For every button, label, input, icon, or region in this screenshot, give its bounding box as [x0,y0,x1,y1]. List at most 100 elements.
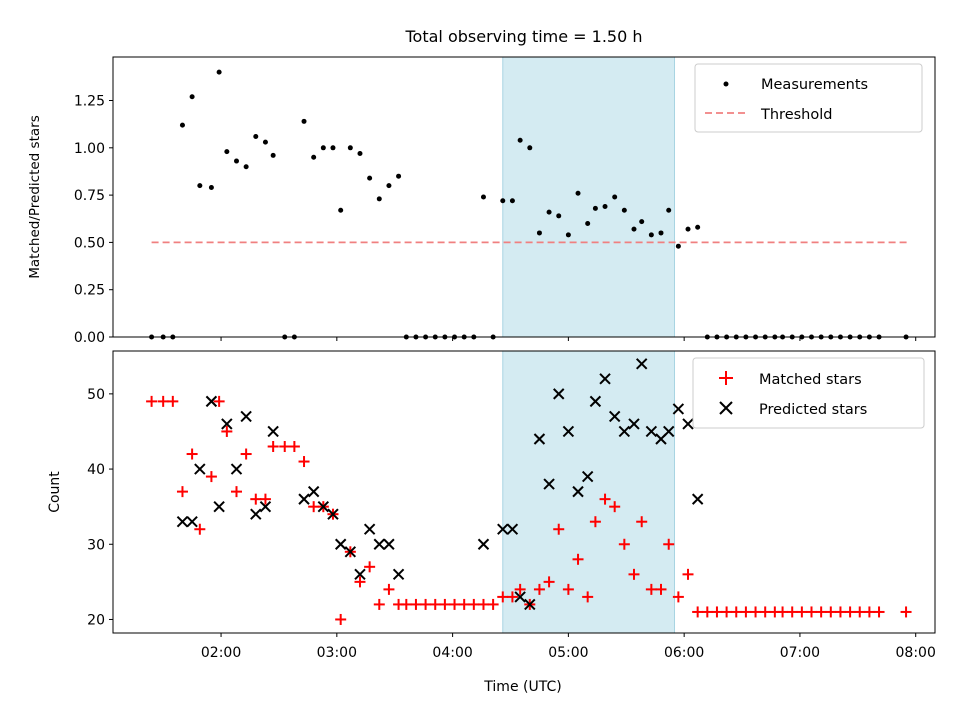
matched-star-point [721,606,733,618]
matched-star-point [146,395,158,407]
measurement-point [536,230,542,236]
matched-star-point [373,598,385,610]
matched-star-point [267,441,279,453]
matched-star-point [533,583,545,595]
predicted-star-point [506,523,519,535]
predicted-star-point [572,485,584,498]
bottom-legend: Matched stars Predicted stars [692,357,925,429]
matched-star-point [873,606,885,618]
predicted-star-point [307,485,320,498]
measurement-point [330,145,336,151]
measurement-point [556,213,562,219]
top-legend-box [694,63,923,133]
matched-star-point [506,591,518,603]
measurement-point [376,196,382,202]
measurement-point [517,137,523,143]
predicted-star-point [618,425,631,438]
matched-star-point [410,598,422,610]
matched-star-point [250,493,262,505]
measurement-point [189,94,195,100]
xtick-label: 03:00 [317,645,357,661]
matched-star-point [672,591,684,603]
matched-star-point [553,523,565,535]
matched-star-point [288,441,300,453]
measurement-point [639,219,645,225]
predicted-star-point [645,425,658,438]
top-panel: 0.00 0.25 0.50 0.75 1.00 1.25 Matched/Predict… [27,56,936,346]
matched-star-point [468,598,480,610]
matched-star-point [777,606,789,618]
predicted-star-point [628,418,640,430]
predicted-star-point [477,538,490,550]
measurement-point [527,145,533,151]
matched-star-point [335,613,347,625]
matched-star-point [682,568,694,580]
matched-star-point [618,538,630,550]
predicted-star-point [267,425,279,438]
matched-star-point [759,606,771,618]
measurement-point [648,232,654,238]
matched-star-point [730,606,742,618]
bottom-y-axis-label: Count [47,471,63,513]
bottom-ytick-label: 40 [87,462,105,478]
measurement-point [320,145,326,151]
predicted-star-point [344,546,357,558]
predicted-star-point [524,598,536,611]
measurement-point [357,150,363,156]
matched-star-point [844,606,856,618]
matched-star-point [701,606,713,618]
matched-star-point [562,583,574,595]
measurement-point [338,207,344,213]
matched-star-point [458,598,470,610]
matched-star-point [429,598,441,610]
measurement-point [367,175,373,181]
measurement-point [546,209,552,215]
matched-star-point [420,598,432,610]
measurement-point [666,207,672,213]
measurement-point [695,224,701,230]
bottom-ytick-label: 50 [87,387,105,403]
matched-star-point [205,471,217,483]
matched-star-point [364,561,376,573]
top-ytick-label: 0.50 [74,235,105,251]
predicted-star-point [373,538,385,550]
predicted-star-point [354,568,366,581]
measurement-point [500,198,506,204]
predicted-star-point [514,591,526,603]
measurement-point [216,69,222,75]
predicted-star-point [259,500,272,513]
bottom-y-axis: 20 30 40 50 [87,387,113,628]
bottom-ytick-label: 30 [87,537,105,553]
top-y-axis: 0.00 0.25 0.50 0.75 1.00 1.25 [74,94,113,346]
legend-predicted-label: Predicted stars [759,402,867,418]
legend-threshold-label: Threshold [760,107,832,123]
matched-star-point [514,583,526,595]
legend-measurements-marker [723,81,729,87]
predicted-star-point [497,523,509,535]
bottom-shaded-span [502,350,676,634]
predicted-star-point [562,425,575,438]
matched-star-point [383,583,395,595]
measurement-point [631,226,637,232]
measurement-point [243,164,249,170]
measurement-point [675,243,681,249]
predicted-star-point [543,478,555,490]
matched-star-point [157,395,169,407]
xtick-label: 08:00 [896,645,936,661]
legend-measurements-label: Measurements [761,77,868,93]
measurement-point [575,190,581,196]
matched-star-point [221,425,233,437]
matched-star-point [796,606,808,618]
matched-star-point [186,448,198,460]
matched-star-point [599,493,611,505]
xtick-label: 04:00 [432,645,472,661]
measurement-point [480,194,486,200]
top-y-axis-label: Matched/Predicted stars [27,115,43,278]
matched-star-point [834,606,846,618]
measurement-point [658,230,664,236]
predicted-star-point [663,425,675,438]
top-ytick-label: 0.75 [74,188,105,204]
matched-star-point [279,441,291,453]
matched-star-point [692,606,704,618]
measurement-point [208,185,214,191]
